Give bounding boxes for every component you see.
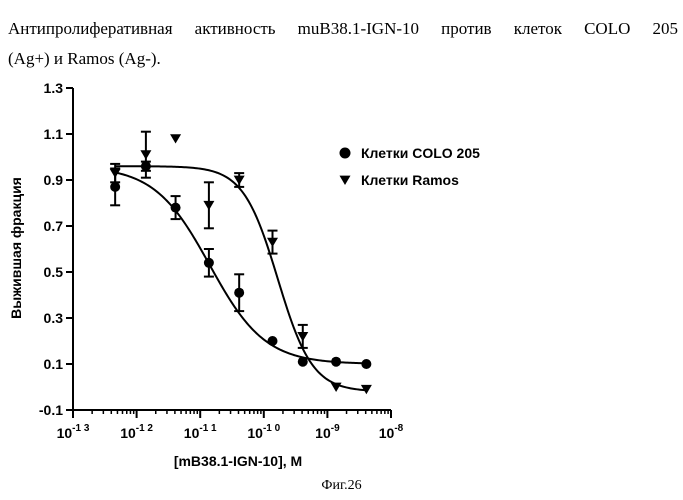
y-axis-label: Выжившая фракция bbox=[8, 177, 24, 319]
legend-label: Клетки COLO 205 bbox=[361, 145, 480, 161]
data-point bbox=[170, 134, 181, 143]
data-point bbox=[331, 383, 342, 392]
y-tick-label: 1.1 bbox=[44, 126, 64, 142]
x-tick-label: 10-8 bbox=[379, 423, 404, 441]
x-tick-label: 10-1 2 bbox=[120, 423, 153, 441]
data-point bbox=[204, 258, 214, 268]
data-point bbox=[203, 201, 214, 210]
x-axis-label: [mB38.1-IGN-10], M bbox=[174, 453, 302, 469]
data-point bbox=[331, 357, 341, 367]
data-point bbox=[140, 150, 151, 159]
fit-curve bbox=[115, 172, 366, 363]
data-point bbox=[171, 203, 181, 213]
legend-label: Клетки Ramos bbox=[361, 172, 459, 188]
data-point bbox=[267, 238, 278, 247]
data-point bbox=[298, 357, 308, 367]
y-tick-label: -0.1 bbox=[39, 402, 63, 418]
figure-label: Фиг.26 bbox=[0, 478, 683, 494]
x-tick-label: 10-9 bbox=[315, 423, 340, 441]
x-tick-label: 10-1 3 bbox=[57, 423, 90, 441]
data-point bbox=[340, 176, 351, 185]
y-tick-label: 1.3 bbox=[44, 80, 64, 96]
y-tick-label: 0.7 bbox=[44, 218, 64, 234]
x-tick-label: 10-1 0 bbox=[247, 423, 280, 441]
y-tick-label: 0.9 bbox=[44, 172, 64, 188]
y-tick-label: 0.3 bbox=[44, 310, 64, 326]
data-point bbox=[110, 182, 120, 192]
fit-curve bbox=[115, 166, 366, 390]
x-tick-label: 10-1 1 bbox=[184, 423, 217, 441]
data-point bbox=[340, 148, 351, 159]
survival-chart: -0.1 0.1 0.3 0.5 0.7 0.9 1.1 1.3 10-1 3 10-1 2 10-… bbox=[0, 0, 683, 478]
data-point bbox=[234, 288, 244, 298]
data-points bbox=[110, 132, 372, 395]
data-point bbox=[361, 359, 371, 369]
data-point bbox=[267, 336, 277, 346]
fit-curves bbox=[115, 166, 366, 390]
chart-legend: Клетки COLO 205 Клетки Ramos bbox=[340, 145, 481, 188]
chart-axes: -0.1 0.1 0.3 0.5 0.7 0.9 1.1 1.3 10-1 3 10-1 2 10-… bbox=[39, 80, 404, 441]
y-tick-label: 0.1 bbox=[44, 356, 64, 372]
y-tick-label: 0.5 bbox=[44, 264, 64, 280]
